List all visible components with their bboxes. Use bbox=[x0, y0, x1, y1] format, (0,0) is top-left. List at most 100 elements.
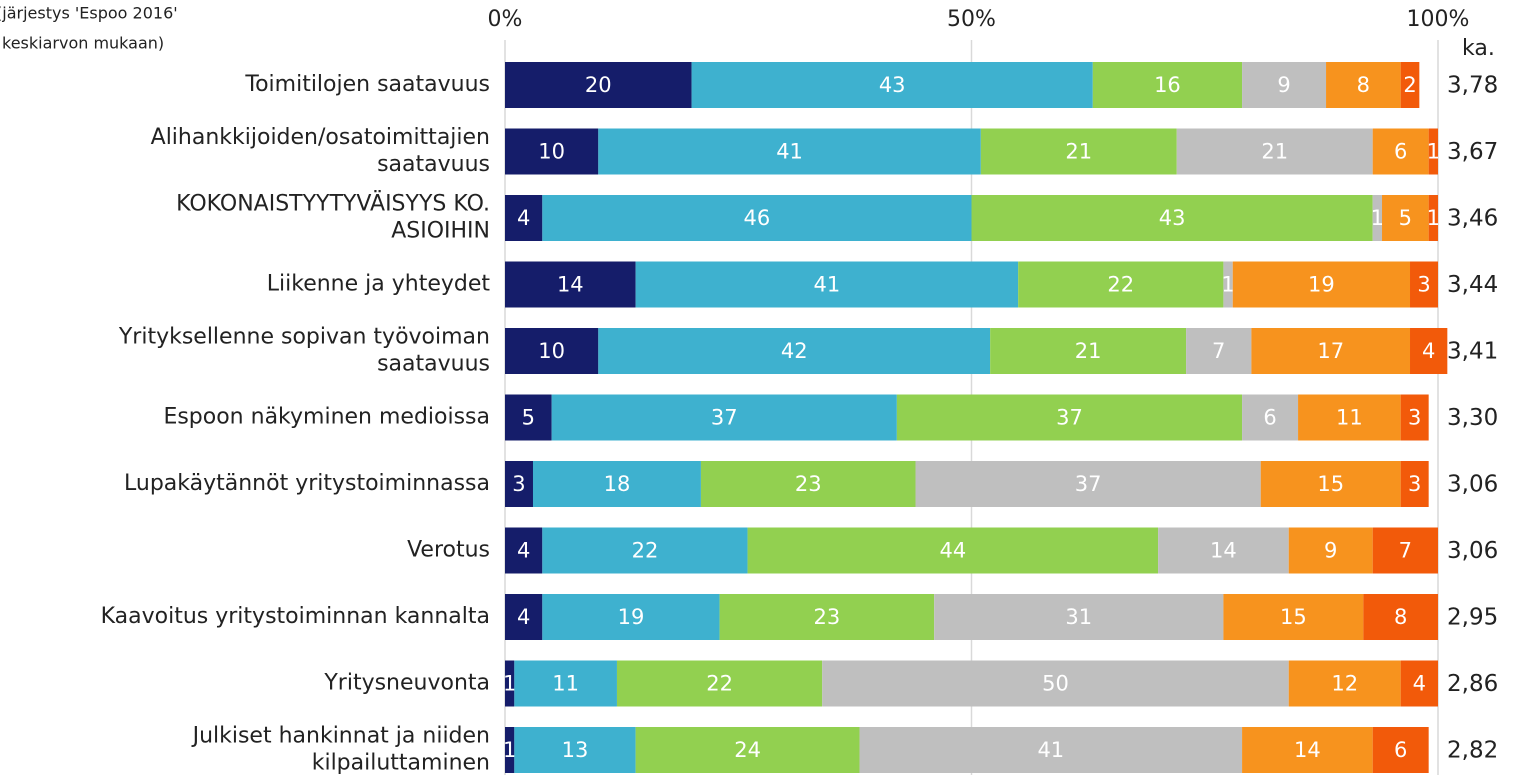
bar-segment bbox=[1400, 394, 1429, 441]
data-label: 43 bbox=[879, 73, 906, 97]
data-label: 4 bbox=[517, 206, 530, 230]
bar-segment bbox=[1400, 461, 1429, 507]
bar-segment bbox=[1223, 261, 1233, 308]
bar-segment bbox=[1410, 261, 1438, 308]
bar-segment bbox=[1242, 62, 1327, 108]
bar-segment bbox=[1372, 727, 1429, 773]
data-label: 44 bbox=[939, 539, 966, 563]
y-tick-label: Yrityksellenne sopivan työvoiman saatavuu… bbox=[118, 325, 490, 377]
data-label: 15 bbox=[1280, 605, 1307, 629]
y-tick-label-line: Kaavoitus yritystoiminnan kannalta bbox=[101, 604, 490, 629]
data-label: 24 bbox=[734, 738, 761, 762]
data-label: 9 bbox=[1324, 539, 1337, 563]
average-label: 3,78 bbox=[1447, 73, 1498, 99]
bar-segment bbox=[1288, 527, 1373, 574]
bar-segment bbox=[719, 594, 935, 640]
average-label: 2,82 bbox=[1447, 738, 1498, 764]
bar-segment bbox=[1251, 328, 1411, 374]
note-line: keskiarvon mukaan) bbox=[2, 34, 164, 53]
data-label: 8 bbox=[1394, 605, 1407, 629]
bar-segment bbox=[915, 461, 1261, 507]
data-label: 3 bbox=[512, 472, 525, 496]
y-tick-label-line: saatavuus bbox=[377, 352, 490, 377]
y-tick-label-line: Liikenne ja yhteydet bbox=[267, 272, 491, 297]
bar-segment bbox=[700, 461, 916, 507]
bar-segment bbox=[598, 328, 991, 374]
bar-segment bbox=[542, 195, 972, 241]
data-label: 2 bbox=[1403, 73, 1416, 97]
data-label: 41 bbox=[1037, 738, 1064, 762]
average-label: 3,44 bbox=[1447, 272, 1498, 298]
bar-segment bbox=[1158, 527, 1289, 574]
y-tick-label-line: ASIOIHIN bbox=[391, 219, 490, 244]
data-label: 22 bbox=[632, 539, 659, 563]
bar-segment bbox=[1326, 62, 1401, 108]
bar-segment bbox=[1232, 261, 1411, 308]
bar-segment bbox=[971, 195, 1373, 241]
data-label: 9 bbox=[1277, 73, 1290, 97]
data-label: 19 bbox=[618, 605, 645, 629]
data-label: 37 bbox=[1075, 472, 1102, 496]
data-label: 46 bbox=[744, 206, 771, 230]
average-label: 3,67 bbox=[1447, 139, 1498, 165]
bar-segment bbox=[505, 328, 599, 374]
average-label: 3,30 bbox=[1447, 405, 1498, 431]
bar-segment bbox=[1288, 660, 1401, 707]
data-label: 1 bbox=[503, 738, 516, 762]
bar-segment bbox=[505, 594, 543, 640]
data-label: 4 bbox=[1422, 339, 1435, 363]
data-label: 1 bbox=[1221, 273, 1234, 297]
bar-segment bbox=[1176, 128, 1373, 175]
data-label: 1 bbox=[1427, 206, 1440, 230]
data-label: 14 bbox=[1210, 539, 1237, 563]
bar-segment bbox=[1428, 128, 1438, 175]
data-label: 1 bbox=[1371, 206, 1384, 230]
bar-segment bbox=[934, 594, 1224, 640]
data-label: 31 bbox=[1065, 605, 1092, 629]
bar-segment bbox=[1400, 660, 1438, 707]
y-tick-label: Alihankkijoiden/osatoimittajien saatavuus bbox=[151, 125, 490, 177]
data-label: 50 bbox=[1042, 672, 1069, 696]
data-label: 7 bbox=[1399, 539, 1412, 563]
bar-segment bbox=[505, 261, 636, 308]
x-tick-label: 0% bbox=[488, 7, 523, 32]
bar-segment bbox=[1242, 727, 1373, 773]
y-tick-label: Yritysneuvonta bbox=[323, 671, 490, 696]
y-tick-label-line: saatavuus bbox=[377, 152, 490, 177]
data-label: 20 bbox=[585, 73, 612, 97]
x-tick-label: 100% bbox=[1407, 7, 1470, 32]
bar-segment bbox=[1372, 527, 1438, 574]
data-label: 22 bbox=[1107, 273, 1134, 297]
y-tick-label: Julkiset hankinnat ja niiden kilpailuttam… bbox=[191, 724, 490, 776]
y-tick-label-line: Alihankkijoiden/osatoimittajien bbox=[151, 125, 490, 150]
data-label: 7 bbox=[1212, 339, 1225, 363]
bar-segment bbox=[514, 727, 636, 773]
data-label: 6 bbox=[1263, 406, 1276, 430]
bar-segment bbox=[1428, 195, 1438, 241]
bar-segment bbox=[551, 394, 897, 441]
data-label: 14 bbox=[557, 273, 584, 297]
data-label: 4 bbox=[1413, 672, 1426, 696]
average-header: ka. bbox=[1462, 36, 1495, 61]
data-label: 10 bbox=[538, 339, 565, 363]
bar-segment bbox=[1298, 394, 1401, 441]
bar-segment bbox=[1242, 394, 1299, 441]
average-label: 3,46 bbox=[1447, 206, 1498, 232]
data-label: 11 bbox=[552, 672, 579, 696]
bar-segment bbox=[635, 727, 860, 773]
y-tick-label-line: Espoon näkyminen medioissa bbox=[163, 405, 490, 430]
data-label: 14 bbox=[1294, 738, 1321, 762]
bar-segment bbox=[616, 660, 823, 707]
data-label: 21 bbox=[1261, 140, 1288, 164]
y-tick-label: Lupakäytännöt yritystoiminnassa bbox=[124, 471, 490, 496]
data-label: 22 bbox=[706, 672, 733, 696]
bar-segment bbox=[1092, 62, 1243, 108]
bar-segment bbox=[542, 594, 720, 640]
data-label: 41 bbox=[776, 140, 803, 164]
data-label: 10 bbox=[538, 140, 565, 164]
data-label: 5 bbox=[1399, 206, 1412, 230]
bar-segment bbox=[1372, 195, 1383, 241]
data-label: 17 bbox=[1317, 339, 1344, 363]
data-label: 8 bbox=[1357, 73, 1370, 97]
